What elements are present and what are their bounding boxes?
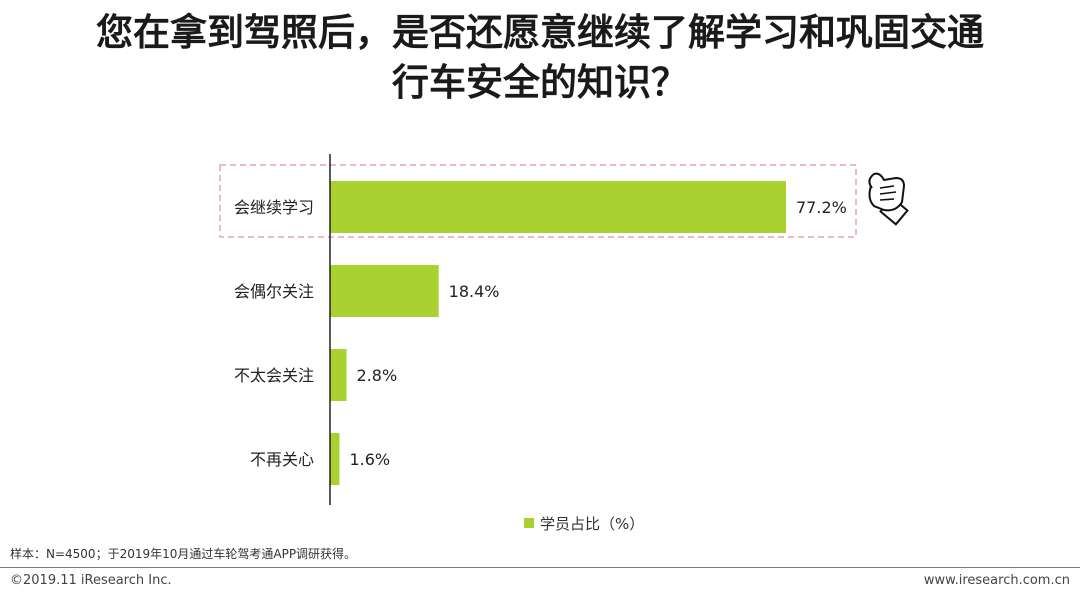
legend-swatch xyxy=(524,518,534,528)
bar-2 xyxy=(330,265,439,317)
footer-divider xyxy=(0,567,1080,568)
legend-label: 学员占比（%） xyxy=(540,514,645,533)
chart-title-line-1: 您在拿到驾照后，是否还愿意继续了解学习和巩固交通 xyxy=(96,11,984,54)
legend: 学员占比（%） xyxy=(524,512,644,534)
sample-note: 样本：N=4500；于2019年10月通过车轮驾考通APP调研获得。 xyxy=(10,547,357,561)
chart-title-line-2: 行车安全的知识？ xyxy=(392,61,688,104)
thumbs-up-icon xyxy=(868,172,909,226)
value-label-4: 1.6% xyxy=(349,450,390,469)
category-label-1: 会继续学习 xyxy=(234,198,314,217)
bar-chart: 会继续学习 77.2% 会偶尔关注 18.4% 不太会关注 2.8% 不再关心 1.6% xyxy=(219,154,909,505)
value-label-2: 18.4% xyxy=(449,282,500,301)
copyright: ©2019.11 iResearch Inc. xyxy=(10,573,172,588)
category-label-3: 不太会关注 xyxy=(234,366,314,385)
value-label-1: 77.2% xyxy=(796,198,847,217)
bar-4 xyxy=(330,433,340,485)
bar-3 xyxy=(330,349,347,401)
bars-group: 会继续学习 77.2% 会偶尔关注 18.4% 不太会关注 2.8% 不再关心 1.6% xyxy=(234,181,847,485)
highlight-box xyxy=(219,164,857,238)
value-label-3: 2.8% xyxy=(357,366,398,385)
website-link[interactable]: www.iresearch.com.cn xyxy=(923,573,1070,588)
bar-1 xyxy=(330,181,786,233)
category-label-2: 会偶尔关注 xyxy=(234,282,314,301)
category-label-4: 不再关心 xyxy=(250,450,314,469)
chart-title: 您在拿到驾照后，是否还愿意继续了解学习和巩固交通 行车安全的知识？ xyxy=(0,8,1080,108)
